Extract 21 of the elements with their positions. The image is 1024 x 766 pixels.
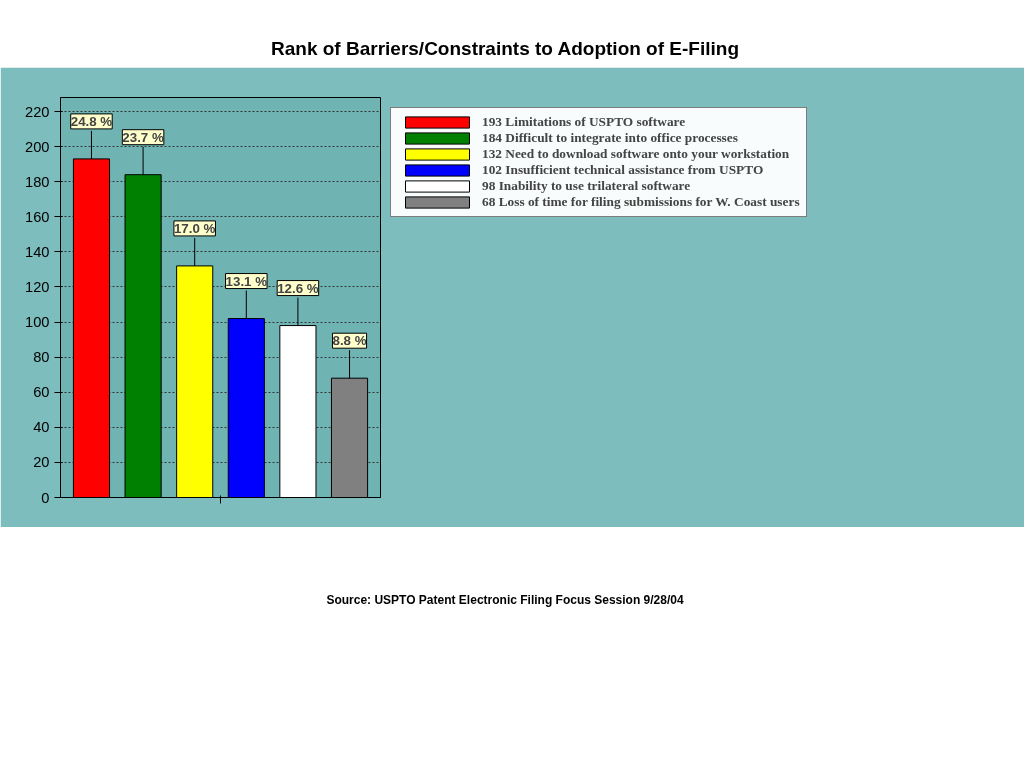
source-note: Source: USPTO Patent Electronic Filing Focus Session 9/28/04 [326, 592, 684, 610]
y-tick-label: 100 [25, 314, 50, 331]
legend-label: 68 Loss of time for filing submissions for W. Coast users [482, 194, 800, 211]
legend-label: 193 Limitations of USPTO software [482, 114, 686, 131]
annotation: 24.8 % [70, 114, 113, 130]
y-tick-label: 120 [25, 279, 50, 296]
y-tick-label: 80 [33, 349, 50, 366]
y-tick-label: 200 [25, 138, 50, 155]
legend-label: 184 Difficult to integrate into office processes [482, 130, 738, 147]
y-tick-label: 160 [25, 208, 50, 225]
y-tick-label: 220 [25, 103, 50, 120]
y-tick-label: 60 [33, 384, 50, 401]
y-tick-label: 140 [25, 244, 50, 261]
legend-label: 102 Insufficient technical assistance from USPTO [482, 162, 764, 179]
legend-label: 98 Inability to use trilateral software [482, 178, 691, 195]
text: Rank of Barriers/Constraints to Adoption of E-Filing [271, 37, 739, 61]
legend-label: 132 Need to download software onto your workstation [482, 146, 790, 163]
y-tick-label: 0 [41, 489, 50, 506]
y-tick-label: 180 [25, 173, 50, 190]
y-tick-label: 40 [33, 419, 50, 436]
y-tick-label: 20 [33, 454, 50, 471]
